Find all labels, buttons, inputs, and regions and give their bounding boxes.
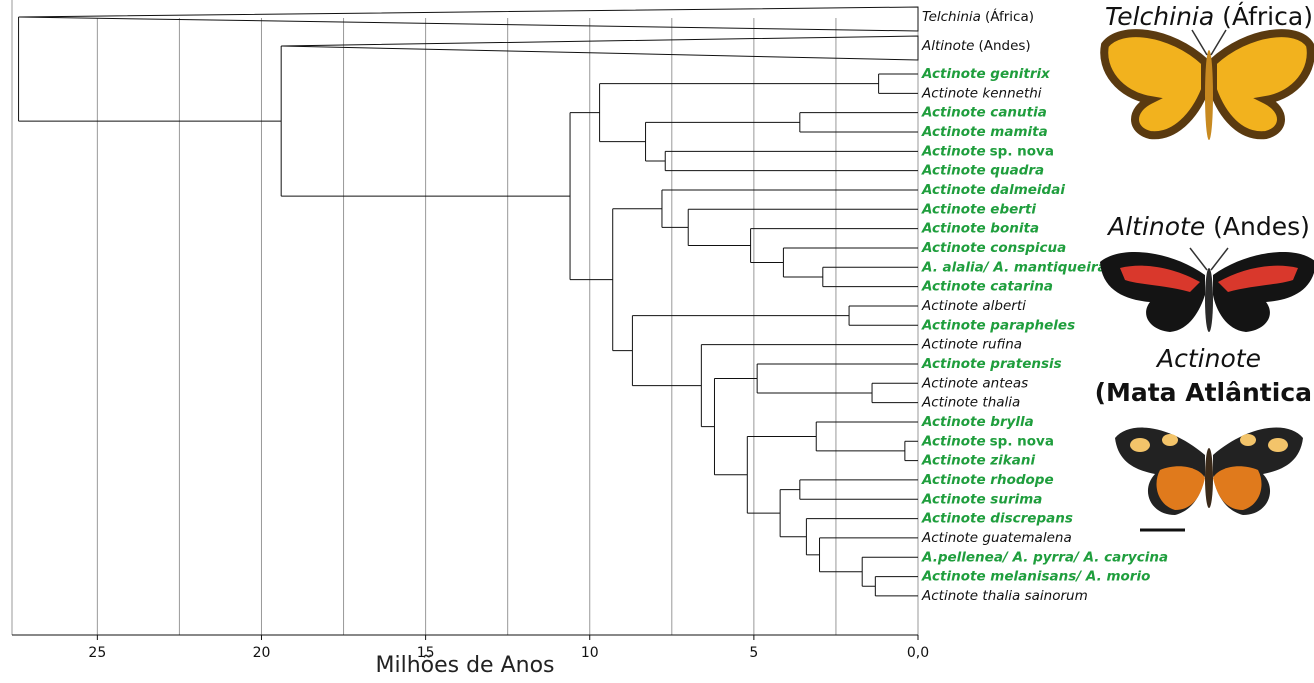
leaf-label: Actinote discrepans xyxy=(921,511,1073,527)
taxon-name: Actinote melanisans/ A. morio xyxy=(921,569,1150,585)
panel-title: Actinote xyxy=(1155,344,1261,373)
taxon-name: A. alalia/ A. mantiqueira xyxy=(921,259,1107,275)
taxon-name: Actinote pratensis xyxy=(921,356,1062,372)
taxon-name: Actinote conspicua xyxy=(921,240,1066,256)
taxon-name: Actinote catarina xyxy=(921,279,1053,295)
leaf-label: Actinote rhodope xyxy=(921,472,1054,488)
collapsed-clade xyxy=(281,35,919,61)
leaf-label: A. alalia/ A. mantiqueira xyxy=(921,259,1107,275)
leaf-label: Actinote alberti xyxy=(921,298,1026,314)
leaf-label: Actinote melanisans/ A. morio xyxy=(921,569,1150,585)
leaf-label: Actinote thalia xyxy=(921,395,1020,411)
leaf-label: Actinote canutia xyxy=(921,105,1047,121)
taxon-name: Actinote thalia xyxy=(921,395,1020,411)
x-tick-label: 5 xyxy=(749,645,758,661)
axis-title: Milhões de Anos xyxy=(375,653,554,678)
leaf-label: Telchinia (África) xyxy=(922,8,1034,25)
taxon-name: Actinote parapheles xyxy=(921,317,1075,333)
leaf-label: Actinote dalmeidai xyxy=(921,182,1065,198)
taxon-name: Actinote quadra xyxy=(921,163,1044,179)
leaf-label: Actinote surima xyxy=(921,491,1042,507)
taxon-name: Actinote guatemalena xyxy=(921,530,1072,546)
x-tick-label: 20 xyxy=(253,645,271,661)
panel-title: Telchinia (África) xyxy=(1105,2,1313,31)
taxon-note: (África) xyxy=(985,8,1034,25)
x-tick-label: 25 xyxy=(88,645,106,661)
butterfly-altinote xyxy=(1100,247,1314,332)
taxon-note: (Andes) xyxy=(978,38,1030,54)
taxon-name: Actinote brylla xyxy=(921,414,1034,430)
taxon-name: Actinote xyxy=(921,143,986,159)
leaf-label: Actinote quadra xyxy=(921,163,1044,179)
panel-subtitle: (Mata Atlântica) xyxy=(1095,378,1314,407)
taxon-name: Actinote kennethi xyxy=(921,85,1042,101)
leaf-label: Actinote sp. nova xyxy=(921,143,1054,159)
leaf-label: Actinote anteas xyxy=(921,375,1028,391)
leaf-label: Actinote zikani xyxy=(921,453,1035,469)
panel-genus: Telchinia xyxy=(1105,2,1214,31)
leaf-label: Actinote pratensis xyxy=(921,356,1062,372)
taxon-name: Actinote anteas xyxy=(921,375,1028,391)
taxon-note: sp. nova xyxy=(990,143,1054,159)
taxon-name: Actinote discrepans xyxy=(921,511,1073,527)
taxon-name: Actinote xyxy=(921,433,986,449)
taxon-name: Actinote thalia sainorum xyxy=(921,588,1088,604)
panel-region: (Andes) xyxy=(1213,212,1310,241)
taxon-name: A.pellenea/ A. pyrra/ A. carycina xyxy=(921,549,1168,565)
taxon-name: Actinote bonita xyxy=(921,221,1039,237)
x-tick-label: 0,0 xyxy=(907,645,929,661)
taxon-name: Actinote dalmeidai xyxy=(921,182,1065,198)
leaf-label: Actinote sp. nova xyxy=(921,433,1054,449)
taxon-name: Altinote xyxy=(921,38,974,54)
taxon-name: Actinote genitrix xyxy=(921,66,1051,82)
taxon-name: Actinote mamita xyxy=(921,124,1048,140)
taxon-name: Actinote eberti xyxy=(921,201,1036,217)
taxon-name: Actinote canutia xyxy=(921,105,1047,121)
panel-genus: Altinote xyxy=(1106,212,1205,241)
phylogeny: 25 20 15 10 5 0,0 Telchinia (África) Altinote (An… xyxy=(11,0,1168,661)
leaf-label: Actinote mamita xyxy=(921,124,1048,140)
taxon-note: sp. nova xyxy=(990,433,1054,449)
leaf-label: A.pellenea/ A. pyrra/ A. carycina xyxy=(921,549,1168,565)
x-tick-label: 15 xyxy=(417,645,435,661)
taxon-name: Actinote surima xyxy=(921,491,1042,507)
taxon-name: Actinote rufina xyxy=(921,337,1022,353)
leaf-label: Actinote conspicua xyxy=(921,240,1066,256)
taxon-name: Telchinia xyxy=(922,9,981,25)
leaf-label: Actinote kennethi xyxy=(921,85,1042,101)
collapsed-clade xyxy=(18,6,919,32)
leaf-label: Actinote guatemalena xyxy=(921,530,1072,546)
butterfly-telchinia xyxy=(1100,29,1314,140)
taxon-name: Actinote rhodope xyxy=(921,472,1054,488)
leaf-label: Actinote rufina xyxy=(921,337,1022,353)
leaf-label: Actinote bonita xyxy=(921,221,1039,237)
x-tick-label: 10 xyxy=(581,645,599,661)
butterfly-actinote xyxy=(1115,427,1303,532)
panel-title: Altinote (Andes) xyxy=(1106,212,1310,241)
leaf-label: Actinote parapheles xyxy=(921,317,1075,333)
taxon-name: Actinote zikani xyxy=(921,453,1035,469)
taxon-name: Actinote alberti xyxy=(921,298,1026,314)
leaf-label: Actinote brylla xyxy=(921,414,1034,430)
leaf-label: Actinote catarina xyxy=(921,279,1053,295)
leaf-label: Altinote (Andes) xyxy=(921,38,1031,54)
leaf-label: Actinote eberti xyxy=(921,201,1036,217)
leaf-label: Actinote thalia sainorum xyxy=(921,588,1088,604)
panel-region: (África) xyxy=(1222,2,1313,31)
leaf-label: Actinote genitrix xyxy=(921,66,1051,82)
